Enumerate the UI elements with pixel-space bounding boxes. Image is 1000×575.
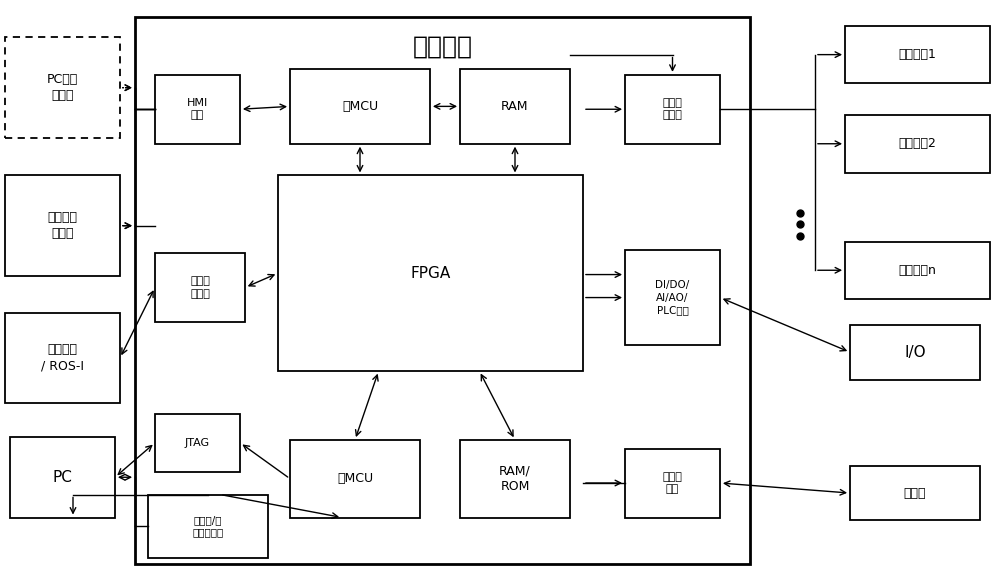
Text: 传感器: 传感器 <box>904 486 926 500</box>
Bar <box>10 437 115 518</box>
Bar <box>290 440 420 518</box>
Bar <box>625 75 720 144</box>
Bar <box>155 75 240 144</box>
Bar <box>460 69 570 144</box>
Text: HMI
接口: HMI 接口 <box>187 98 208 120</box>
Bar <box>845 242 990 299</box>
Text: 伺服单元2: 伺服单元2 <box>899 137 936 150</box>
Bar <box>845 115 990 172</box>
Bar <box>5 175 120 276</box>
Text: PC: PC <box>53 470 72 485</box>
Text: 手持编程
示教器: 手持编程 示教器 <box>48 211 78 240</box>
Bar <box>625 448 720 518</box>
Text: 辅MCU: 辅MCU <box>337 472 373 485</box>
Bar <box>845 26 990 83</box>
Bar <box>850 325 980 380</box>
Bar <box>460 440 570 518</box>
Text: RAM/
ROM: RAM/ ROM <box>499 464 531 493</box>
Text: RAM: RAM <box>501 100 529 113</box>
Text: 伺服单元1: 伺服单元1 <box>899 48 936 61</box>
Bar <box>850 466 980 520</box>
Text: 控制装置: 控制装置 <box>413 34 473 59</box>
Bar <box>5 313 120 402</box>
Bar <box>290 69 430 144</box>
Text: PC编程
示教器: PC编程 示教器 <box>47 73 78 102</box>
Bar <box>278 175 583 371</box>
Text: 传感器
接口: 传感器 接口 <box>663 472 682 494</box>
Bar <box>155 414 240 472</box>
Bar <box>148 494 268 558</box>
Text: 伺服总
线接口: 伺服总 线接口 <box>663 98 682 120</box>
Text: FPGA: FPGA <box>410 266 451 281</box>
Bar <box>625 250 720 345</box>
Text: 扩展设备
/ ROS-I: 扩展设备 / ROS-I <box>41 343 84 373</box>
Text: JTAG: JTAG <box>185 438 210 448</box>
Text: DI/DO/
AI/AO/
PLC接口: DI/DO/ AI/AO/ PLC接口 <box>655 280 690 315</box>
Text: I/O: I/O <box>904 344 926 360</box>
Bar <box>155 253 245 322</box>
Bar <box>5 37 120 138</box>
Text: 伺服单元n: 伺服单元n <box>899 264 936 277</box>
Bar <box>135 17 750 564</box>
Text: 以太网/工
业现场总线: 以太网/工 业现场总线 <box>192 515 224 537</box>
Text: 主MCU: 主MCU <box>342 100 378 113</box>
Text: 扩展通
讯接口: 扩展通 讯接口 <box>190 277 210 298</box>
